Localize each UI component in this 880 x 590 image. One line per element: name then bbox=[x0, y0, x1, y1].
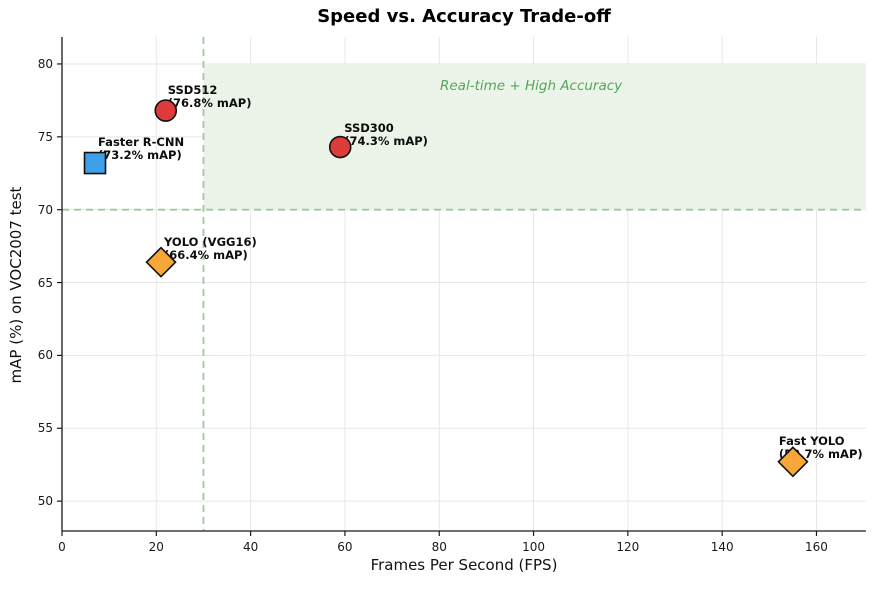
y-tick-label: 55 bbox=[37, 421, 53, 436]
x-tick-label: 0 bbox=[58, 540, 66, 554]
y-tick-label: 50 bbox=[37, 494, 53, 509]
x-axis-label: Frames Per Second (FPS) bbox=[370, 556, 558, 574]
x-tick-label: 160 bbox=[805, 540, 828, 554]
point-label-fast-yolo: Fast YOLO (52.7% mAP) bbox=[778, 433, 863, 461]
x-tick-label: 120 bbox=[616, 540, 640, 554]
y-tick-label: 80 bbox=[37, 56, 53, 71]
point-label-ssd300: SSD300 (74.3% mAP) bbox=[344, 121, 428, 149]
y-tick-label: 60 bbox=[37, 348, 53, 363]
x-tick-label: 40 bbox=[242, 540, 259, 554]
x-tick-label: 20 bbox=[148, 540, 164, 554]
region-annotation: Real-time + High Accuracy bbox=[440, 78, 623, 94]
x-tick-label: 60 bbox=[337, 540, 353, 554]
y-tick-label: 75 bbox=[37, 129, 53, 144]
point-label-yolo-vgg16: YOLO (VGG16) (66.4% mAP) bbox=[164, 235, 257, 263]
y-axis-label: mAP (%) on VOC2007 test bbox=[7, 186, 25, 384]
y-tick-label: 65 bbox=[37, 275, 53, 290]
y-tick-label: 70 bbox=[37, 202, 53, 217]
point-label-faster-r-cnn: Faster R-CNN (73.2% mAP) bbox=[98, 135, 185, 163]
x-tick-label: 80 bbox=[431, 540, 447, 554]
chart-title: Speed vs. Accuracy Trade-off bbox=[317, 6, 611, 27]
point-label-ssd512: SSD512 (76.8% mAP) bbox=[167, 82, 252, 110]
region-highlight bbox=[203, 63, 866, 210]
x-tick-label: 140 bbox=[710, 540, 734, 554]
x-tick-label: 100 bbox=[522, 540, 545, 554]
